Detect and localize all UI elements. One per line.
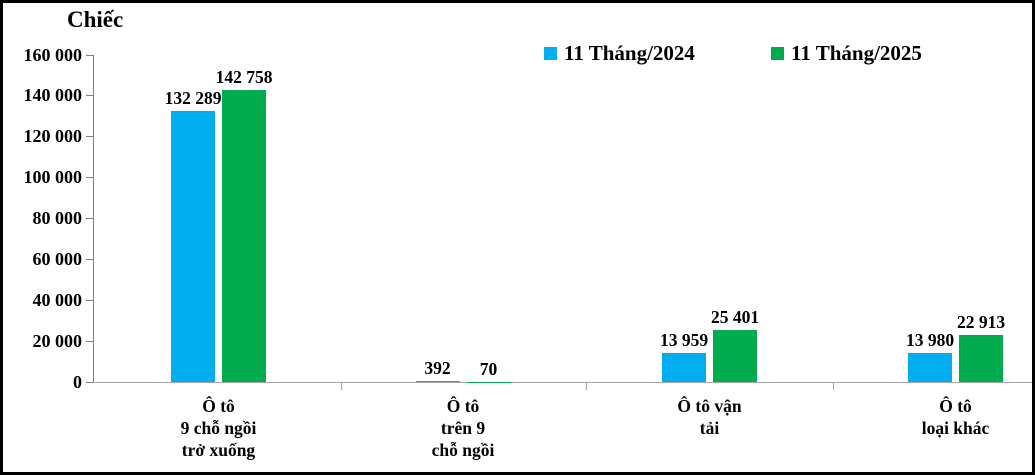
bar-2025-cat3 (713, 330, 757, 382)
value-label-2024-cat4: 13 980 (905, 330, 955, 351)
value-label-2024-cat3: 13 959 (659, 330, 709, 351)
category-label-3: Ô tô vận tải (677, 396, 742, 438)
category-label-4: Ô tô loại khác (921, 396, 990, 438)
bar-2024-cat3 (662, 353, 706, 382)
x-tick (586, 382, 588, 390)
bar-2025-cat1 (222, 89, 266, 382)
y-tick-label: 120 000 (23, 126, 83, 147)
y-tick-label: 140 000 (23, 85, 83, 106)
value-label-2024-cat2: 392 (424, 358, 451, 379)
value-label-2025-cat3: 25 401 (710, 307, 760, 327)
category-label-2: Ô tô trên 9 chỗ ngồi (431, 396, 495, 460)
value-label-2025-cat1: 142 758 (215, 66, 273, 87)
y-tick (86, 382, 94, 383)
bar-2024-cat4 (908, 353, 952, 382)
y-tick-label: 80 000 (32, 208, 83, 229)
y-tick (86, 177, 94, 179)
y-tick (86, 300, 94, 302)
y-tick (86, 95, 94, 97)
value-label-2025-cat4: 22 913 (956, 312, 1006, 333)
value-label-2024-cat1: 132 289 (164, 88, 222, 109)
y-tick (86, 136, 94, 138)
legend-label-2025: 11 Tháng/2025 (791, 41, 922, 65)
y-tick-label: 60 000 (32, 249, 83, 270)
bar-2024-cat1 (171, 111, 215, 382)
y-tick-label: 20 000 (32, 331, 83, 352)
x-tick (340, 382, 342, 390)
bar-2024-cat2 (415, 381, 460, 382)
x-tick (832, 382, 834, 390)
y-tick-label: 40 000 (32, 290, 83, 311)
legend-swatch-2024-icon (544, 46, 557, 60)
y-tick (86, 54, 94, 56)
y-tick-label: 0 (73, 372, 82, 392)
category-label-1: Ô tô 9 chỗ ngồi trở xuống (180, 396, 257, 460)
bar-2025-cat4 (959, 335, 1003, 382)
y-axis-unit-label: Chiếc (67, 7, 124, 32)
legend-swatch-2025-icon (771, 46, 784, 60)
y-tick (86, 341, 94, 343)
y-tick (86, 259, 94, 261)
legend-item-2025: 11 Tháng/2025 (771, 41, 922, 65)
y-tick-label: 100 000 (23, 167, 83, 188)
value-label-2025-cat2: 70 (479, 358, 498, 379)
legend-label-2024: 11 Tháng/2024 (564, 41, 695, 65)
x-axis-baseline (93, 382, 1032, 383)
legend-item-2024: 11 Tháng/2024 (544, 41, 695, 65)
y-tick-label: 160 000 (23, 44, 83, 65)
y-tick (86, 218, 94, 220)
